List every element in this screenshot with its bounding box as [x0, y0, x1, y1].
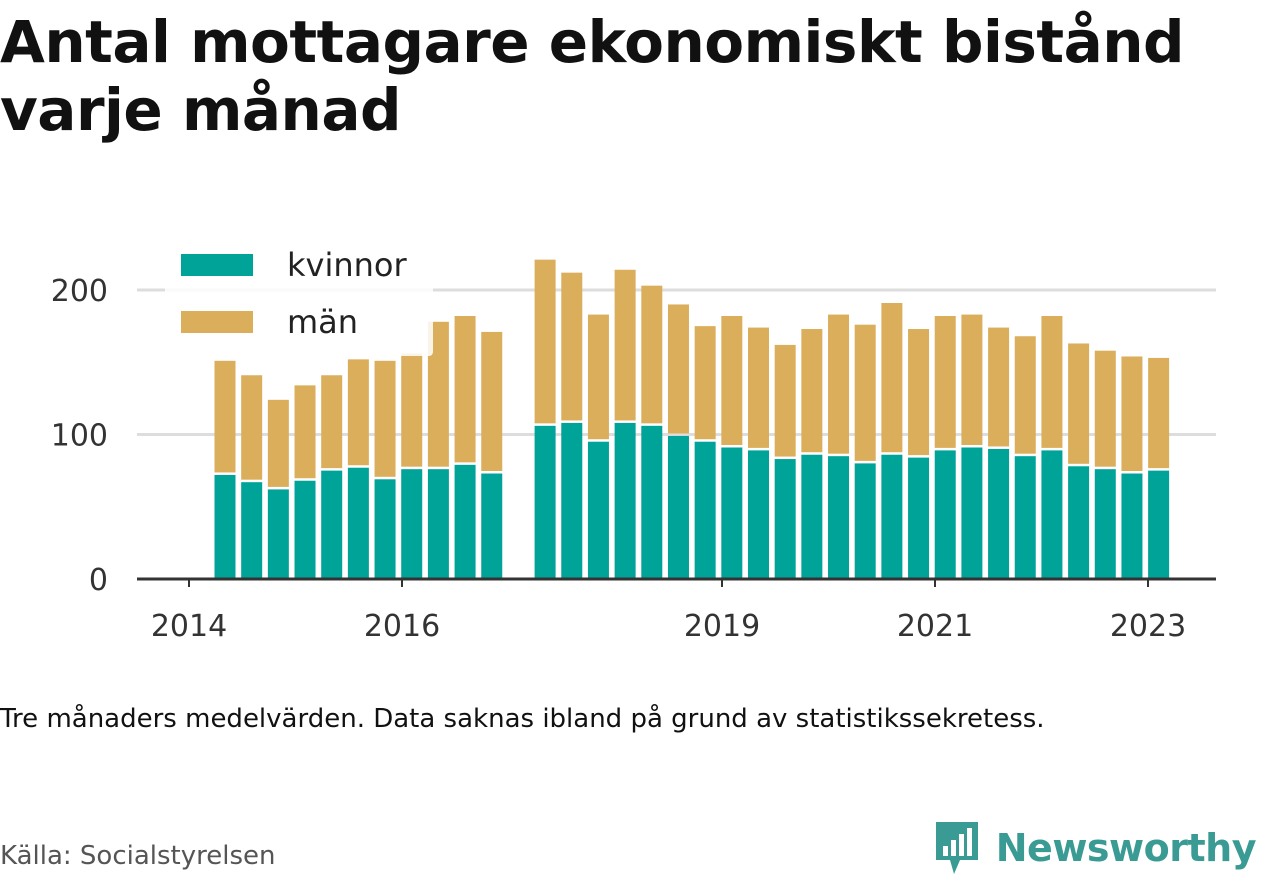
bar-kvinnor — [774, 459, 796, 579]
stacked-bar-chart: 0 100 200 2014 2016 2019 2021 2023 kvinnor män — [51, 244, 1216, 644]
bar-man — [214, 360, 236, 473]
bar-man — [721, 316, 743, 446]
x-tick-label: 2014 — [151, 609, 227, 644]
bar-man — [1121, 356, 1143, 472]
bar-kvinnor — [374, 479, 396, 579]
bar-kvinnor — [908, 457, 930, 579]
bar-kvinnor — [401, 469, 423, 579]
bar-kvinnor — [241, 482, 263, 579]
bar-man — [534, 259, 556, 424]
bar-kvinnor — [614, 422, 636, 579]
bar-kvinnor — [561, 422, 583, 579]
bar-man — [481, 331, 503, 472]
bar-kvinnor — [1041, 450, 1063, 579]
bar-man — [961, 314, 983, 446]
bar-kvinnor — [1121, 473, 1143, 579]
bar-kvinnor — [214, 474, 236, 579]
bar-man — [988, 327, 1010, 447]
bar-kvinnor — [934, 450, 956, 579]
bar-kvinnor — [667, 435, 689, 579]
bar-kvinnor — [748, 450, 769, 579]
bar-kvinnor — [294, 480, 316, 579]
bar-kvinnor — [534, 425, 556, 579]
bar-man — [401, 353, 423, 467]
bar-kvinnor — [988, 448, 1010, 579]
bar-man — [1094, 350, 1116, 467]
bar-man — [347, 359, 369, 466]
legend-swatch-man — [181, 311, 253, 333]
bar-man — [267, 399, 289, 487]
y-tick-label: 100 — [51, 419, 108, 454]
bar-man — [1148, 357, 1170, 469]
bar-kvinnor — [694, 441, 716, 579]
x-axis: 2014 2016 2019 2021 2023 — [137, 577, 1216, 644]
chart-note: Tre månaders medelvärden. Data saknas ib… — [0, 704, 1045, 734]
bar-kvinnor — [267, 489, 289, 579]
bar-man — [854, 324, 876, 461]
bar-man — [774, 344, 796, 457]
bar-man — [801, 329, 823, 453]
legend-label-kvinnor: kvinnor — [287, 246, 408, 284]
bar-kvinnor — [587, 441, 609, 579]
bar-kvinnor — [1148, 470, 1170, 579]
legend: kvinnor män — [165, 244, 433, 356]
bar-man — [561, 272, 583, 421]
y-tick-label: 0 — [89, 563, 108, 598]
bar-kvinnor — [1014, 456, 1036, 579]
brand-logo[interactable]: Newsworthy — [932, 818, 1257, 878]
bar-man — [427, 321, 449, 467]
bar-kvinnor — [961, 447, 983, 579]
y-tick-label: 200 — [51, 274, 108, 309]
bar-kvinnor — [427, 469, 449, 579]
bar-man — [1068, 343, 1090, 464]
bar-man — [881, 303, 903, 453]
bar-kvinnor — [854, 463, 876, 579]
bar-man — [241, 375, 263, 480]
bar-kvinnor — [881, 454, 903, 579]
bar-kvinnor — [1068, 466, 1090, 579]
source-text: Källa: Socialstyrelsen — [0, 841, 276, 871]
bar-kvinnor — [347, 467, 369, 579]
bar-man — [908, 329, 930, 456]
x-tick-label: 2021 — [897, 609, 973, 644]
legend-swatch-kvinnor — [181, 254, 253, 276]
bar-man — [321, 375, 343, 469]
x-tick-label: 2023 — [1110, 609, 1186, 644]
bar-man — [694, 326, 716, 440]
bar-kvinnor — [721, 447, 743, 579]
bar-man — [614, 269, 636, 421]
bar-kvinnor — [481, 473, 503, 579]
bar-kvinnor — [641, 425, 663, 579]
bar-kvinnor — [1094, 469, 1116, 579]
bar-kvinnor — [801, 454, 823, 579]
bar-kvinnor — [454, 464, 476, 579]
brand-name: Newsworthy — [995, 826, 1257, 870]
bar-man — [748, 327, 769, 448]
bar-man — [454, 316, 476, 463]
bar-kvinnor — [321, 470, 343, 579]
chart-title: Antal mottagare ekonomiskt bistånd varje… — [0, 8, 1185, 144]
bar-man — [667, 304, 689, 434]
bar-man — [1014, 336, 1036, 454]
newsworthy-logo-icon — [935, 822, 978, 874]
y-axis-labels: 0 100 200 — [51, 274, 108, 598]
bar-man — [374, 360, 396, 477]
bar-man — [294, 385, 316, 479]
x-tick-label: 2019 — [684, 609, 760, 644]
x-tick-label: 2016 — [364, 609, 440, 644]
bar-kvinnor — [828, 456, 850, 579]
bar-man — [828, 314, 850, 454]
bar-man — [587, 314, 609, 440]
bar-man — [934, 316, 956, 448]
bar-man — [641, 285, 663, 424]
bars — [214, 259, 1170, 579]
bar-man — [1041, 316, 1063, 448]
legend-label-man: män — [287, 303, 358, 341]
